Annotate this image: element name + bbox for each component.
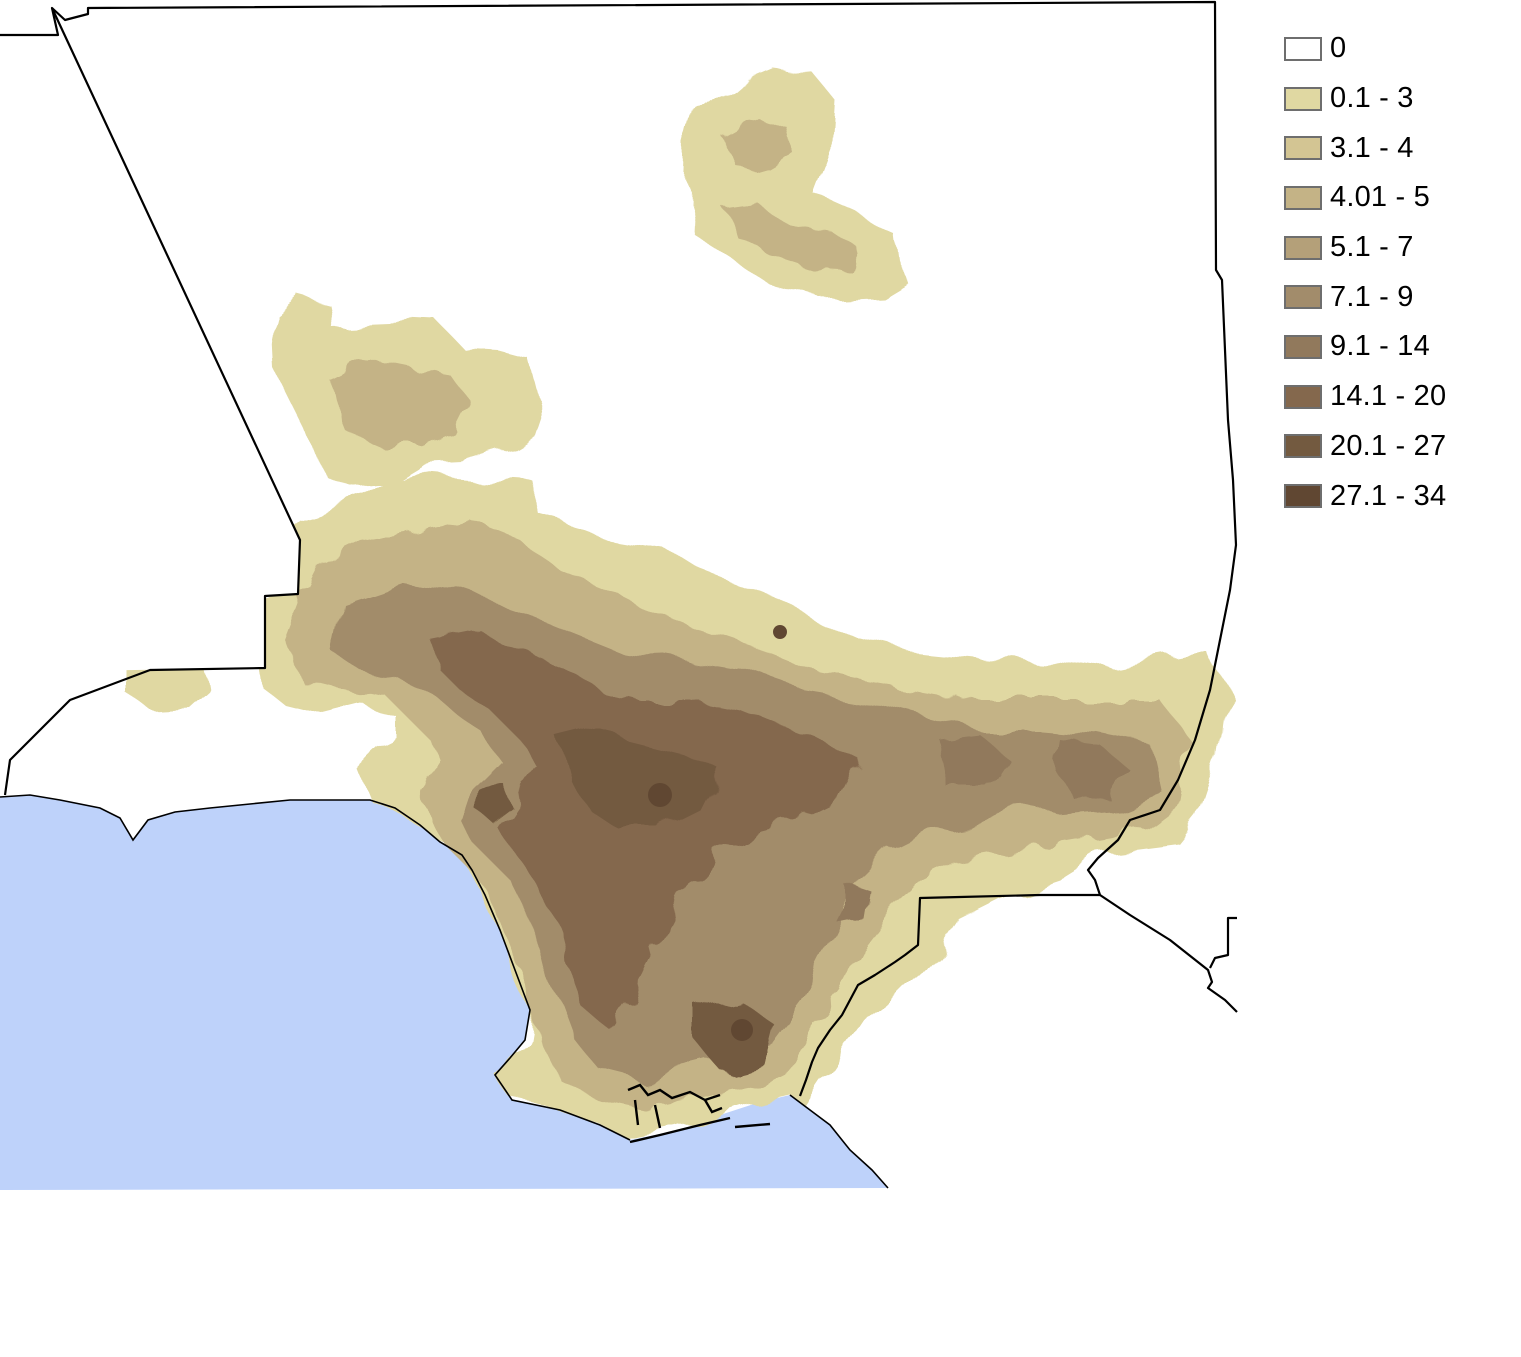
legend-label: 3.1 - 4: [1330, 131, 1414, 164]
legend-label: 9.1 - 14: [1330, 330, 1430, 363]
legend-swatch: [1284, 384, 1322, 409]
legend-item: 27.1 - 34: [1284, 471, 1514, 521]
legend-swatch: [1284, 136, 1322, 161]
legend-item: 0.1 - 3: [1284, 74, 1514, 124]
map-legend: 0 0.1 - 3 3.1 - 4 4.01 - 5 5.1 - 7 7.1 - 9 9.1…: [1284, 24, 1514, 521]
density-band-north-inner: [330, 360, 470, 445]
legend-label: 7.1 - 9: [1330, 280, 1414, 313]
ocean-area: [0, 795, 888, 1190]
legend-item: 9.1 - 14: [1284, 322, 1514, 372]
legend-swatch: [1284, 86, 1322, 111]
density-hotspot-south: [731, 1019, 753, 1041]
legend-label: 14.1 - 20: [1330, 380, 1447, 413]
county-boundary-southeast: [798, 893, 1100, 1097]
legend-swatch: [1284, 235, 1322, 260]
harbor-breakwater: [629, 1116, 771, 1144]
legend-item: 0: [1284, 24, 1514, 74]
legend-swatch: [1284, 434, 1322, 459]
county-boundary-east-stub: [1209, 916, 1237, 969]
legend-item: 4.01 - 5: [1284, 173, 1514, 223]
legend-label: 4.01 - 5: [1330, 181, 1430, 214]
county-boundary-west: [0, 0, 1238, 1013]
legend-swatch: [1284, 334, 1322, 359]
legend-item: 3.1 - 4: [1284, 123, 1514, 173]
county-boundary-inner: [3, 7, 302, 796]
legend-swatch: [1284, 36, 1322, 61]
density-map: [0, 0, 1238, 1190]
legend-item: 7.1 - 9: [1284, 272, 1514, 322]
legend-label: 27.1 - 34: [1330, 479, 1447, 512]
legend-swatch: [1284, 185, 1322, 210]
harbor-piers: [627, 1083, 723, 1129]
coastline: [0, 794, 889, 1189]
legend-swatch: [1284, 285, 1322, 310]
legend-label: 0: [1330, 32, 1347, 65]
density-band-northeast-inner: [725, 120, 860, 270]
legend-swatch: [1284, 484, 1322, 509]
density-band-east-spots: [840, 735, 1130, 925]
density-hotspot-central: [648, 783, 672, 807]
legend-item: 20.1 - 27: [1284, 422, 1514, 472]
density-band-west-cluster: [128, 648, 210, 710]
legend-item: 14.1 - 20: [1284, 372, 1514, 422]
density-hotspot-north: [773, 625, 787, 639]
legend-label: 5.1 - 7: [1330, 231, 1414, 264]
legend-label: 0.1 - 3: [1330, 82, 1414, 115]
legend-item: 5.1 - 7: [1284, 223, 1514, 273]
legend-label: 20.1 - 27: [1330, 429, 1447, 462]
